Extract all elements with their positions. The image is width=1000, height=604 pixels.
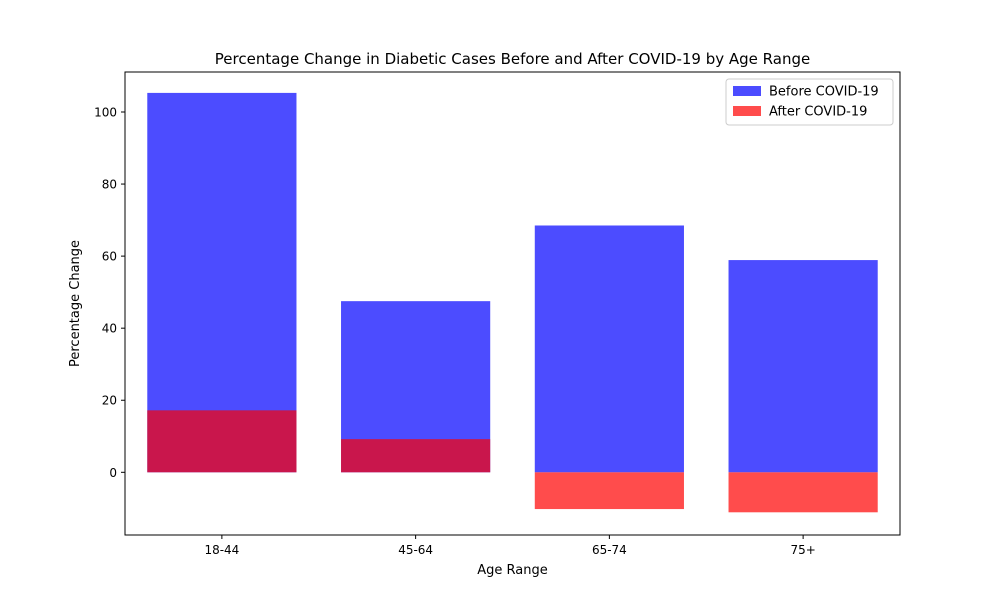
y-tick-label: 60 [102,250,117,264]
y-tick-label: 100 [94,105,117,119]
bar-after-65-74 [534,472,684,510]
bar-after-18-44 [147,410,297,473]
x-tick-label: 18-44 [204,543,239,557]
x-axis-label: Age Range [477,563,547,578]
x-tick-label: 65-74 [592,543,627,557]
bar-before-65-74 [534,225,684,473]
y-tick-label: 0 [109,466,117,480]
x-tick-label: 45-64 [398,543,433,557]
y-axis: 0 20 40 60 80 100 [94,105,125,480]
x-axis: 18-44 45-64 65-74 75+ [204,535,816,557]
bar-after-75+ [728,472,878,513]
bars-layer [147,92,878,513]
chart-title: Percentage Change in Diabetic Cases Befo… [215,50,810,68]
bar-after-45-64 [341,439,491,473]
y-tick-label: 40 [102,322,117,336]
bar-before-75+ [728,260,878,473]
legend-swatch-before [733,86,761,96]
bar-before-18-44 [147,92,297,473]
plot-frame [124,71,901,536]
x-tick-label: 75+ [790,543,815,557]
y-tick-label: 20 [102,394,117,408]
y-tick-label: 80 [102,178,117,192]
legend: Before COVID-19 After COVID-19 [725,78,894,126]
y-axis-label: Percentage Change [68,240,83,367]
legend-swatch-after [733,106,761,116]
legend-label-before: Before COVID-19 [769,85,879,100]
legend-box [725,78,894,126]
legend-label-after: After COVID-19 [769,105,867,120]
